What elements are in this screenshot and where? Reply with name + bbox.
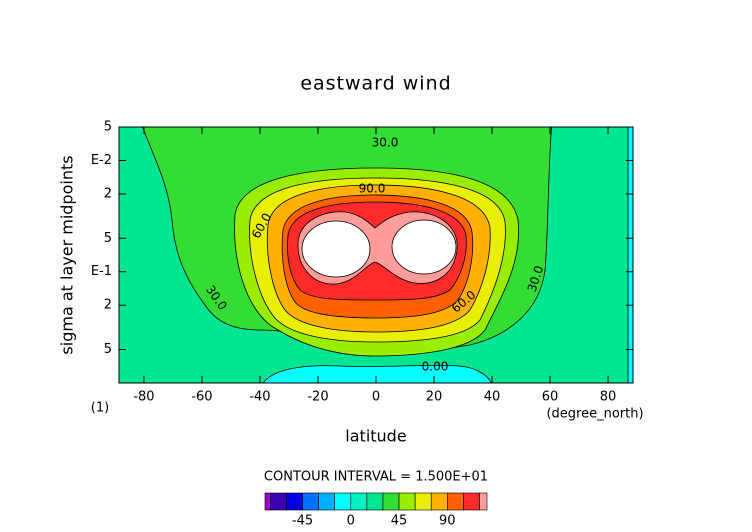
y-tick-label: 2 (104, 298, 112, 313)
y-tick-label: E-1 (91, 264, 112, 279)
x-tick-label: -40 (249, 390, 270, 405)
above-range (301, 220, 371, 278)
contour-label: 90.0 (359, 182, 386, 196)
colorbar-box (463, 492, 480, 511)
y-tick-label: (1) (91, 401, 109, 416)
colorbar-box (334, 492, 352, 511)
colorbar-tick-label: 0 (347, 514, 355, 529)
contour-field (119, 127, 633, 383)
y-tick-label: 5 (104, 120, 112, 135)
x-tick-label: 20 (426, 390, 443, 405)
x-tick-label: -60 (191, 390, 212, 405)
x-tick-label: 40 (484, 390, 501, 405)
colorbar-box (350, 492, 368, 511)
colorbar-box (414, 492, 432, 511)
contour-interval: CONTOUR INTERVAL = 1.500E+01 (264, 470, 488, 485)
colorbar-box (270, 492, 287, 511)
contour-label: 30.0 (372, 136, 399, 150)
chart-title: eastward wind (300, 73, 451, 95)
colorbar-box (479, 492, 488, 511)
y-tick-label: 5 (104, 342, 112, 357)
x-tick-label: 0 (372, 390, 380, 405)
colorbar-box (430, 492, 448, 511)
contour-label: 0.00 (422, 360, 449, 374)
y-axis-label: sigma at layer midpoints (58, 155, 77, 354)
colorbar-box (366, 492, 384, 511)
colorbar-box (264, 492, 271, 511)
colorbar-tick-label: -45 (292, 514, 313, 529)
x-tick-label: -20 (307, 390, 328, 405)
y-tick-label: 2 (104, 186, 112, 201)
colorbar-box (447, 492, 464, 511)
colorbar-tick-label: 45 (391, 514, 408, 529)
contour-region (262, 365, 492, 383)
x-tick-label: -80 (133, 390, 154, 405)
above-range (391, 219, 457, 275)
colorbar-box (398, 492, 416, 511)
x-unit: (degree_north) (546, 407, 643, 422)
colorbar-box (318, 492, 336, 511)
x-axis-label: latitude (345, 427, 406, 446)
y-tick-label: 5 (104, 231, 112, 246)
colorbar-tick-label: 90 (439, 514, 456, 529)
colorbar-box (286, 492, 303, 511)
colorbar-box (382, 492, 400, 511)
x-tick-label: 80 (600, 390, 617, 405)
y-tick-label: E-2 (91, 153, 112, 168)
x-tick-label: 60 (542, 390, 559, 405)
contour-region (627, 127, 633, 383)
colorbar-box (302, 492, 319, 511)
